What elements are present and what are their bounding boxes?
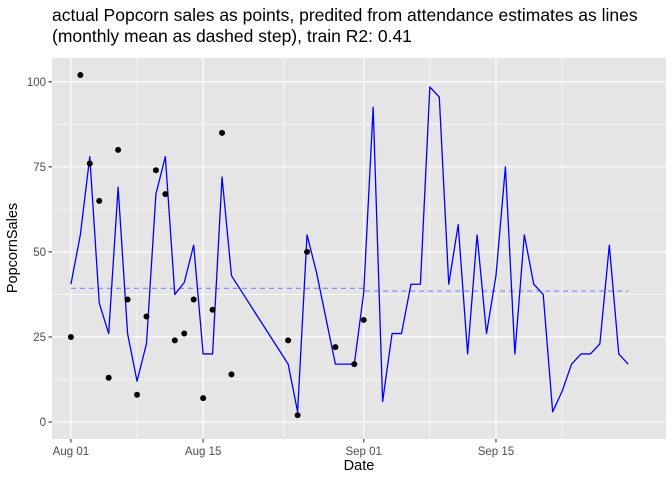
actual-sales-point [162,191,169,198]
actual-sales-point [304,248,311,255]
actual-sales-point [200,395,207,402]
monthly-mean-step-line [70,287,629,292]
x-tick-label: Sep 01 [345,446,381,458]
major-gridlines [52,58,666,439]
actual-sales-point [285,337,292,344]
y-tick-label: 100 [27,77,46,89]
actual-sales-point [351,361,358,368]
chart-title-line-1: actual Popcorn sales as points, predited… [52,5,638,25]
actual-sales-point [209,306,216,313]
y-tick-label: 0 [40,417,46,429]
x-tick-label: Aug 15 [185,446,221,458]
chart-title-line-2: (monthly mean as dashed step), train R2:… [52,26,412,46]
x-axis-title: Date [344,458,375,474]
actual-sales-point [332,344,339,351]
actual-sales-point [67,333,74,340]
actual-sales-point [77,72,84,79]
actual-sales-point [124,296,131,303]
x-tick-label: Aug 01 [53,446,89,458]
actual-sales-point [190,296,197,303]
actual-sales-point [219,129,226,136]
actual-sales-point [143,313,150,320]
monthly-mean-layer [70,287,629,292]
actual-sales-point [96,197,103,204]
predicted-sales-line [70,86,629,413]
actual-sales-point [171,337,178,344]
y-tick-label: 25 [33,332,46,344]
plot-panel [52,58,666,439]
predicted-line-layer [70,86,629,413]
y-tick-label: 75 [33,162,46,174]
actual-sales-point [181,330,188,337]
y-axis-title: PopcornSales [5,203,21,293]
actual-sales-point [152,167,159,174]
actual-sales-point [134,391,141,398]
x-tick-label: Sep 15 [478,446,514,458]
actual-sales-point [228,371,235,378]
actual-sales-point [86,160,93,167]
actual-sales-point [360,316,367,323]
actual-sales-point [115,146,122,153]
actual-sales-point [105,374,112,381]
actual-points-layer [67,72,367,419]
y-tick-label: 50 [33,247,46,259]
actual-sales-point [294,412,301,419]
axis-ticks-layer: 0 25 50 75 100 Aug 01 Aug 15 Sep 01 Sep 15 [27,77,514,458]
